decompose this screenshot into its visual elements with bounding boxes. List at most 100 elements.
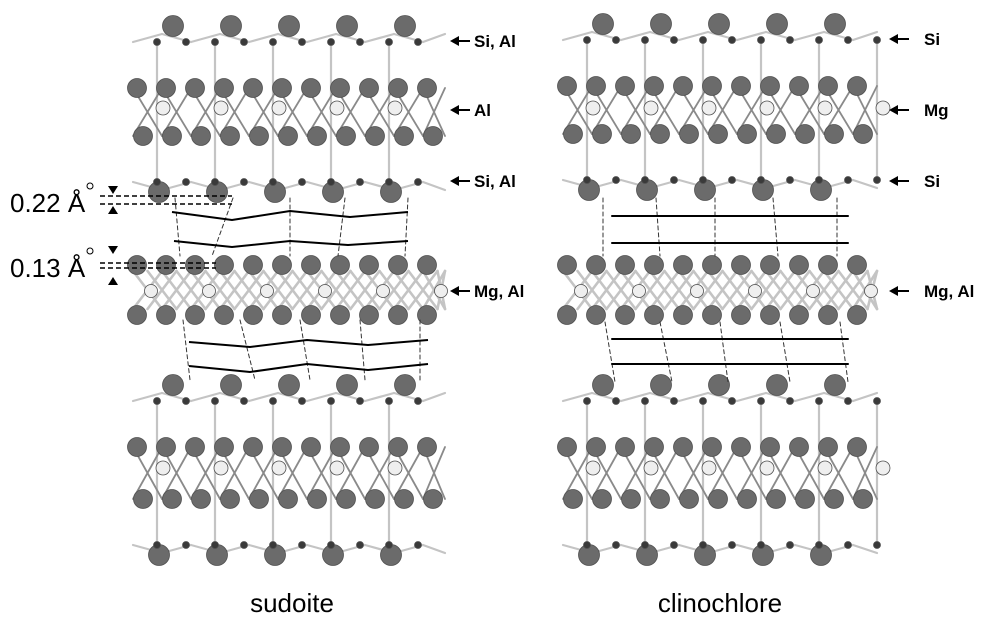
tetrahedral-cation — [240, 38, 248, 46]
tetra-bond — [363, 32, 396, 44]
tetrahedral-cation — [728, 397, 736, 405]
hydroxyl-oxygen-atom — [243, 305, 263, 325]
oxygen-atom — [301, 78, 321, 98]
reference-line-bent — [188, 362, 429, 374]
tetrahedral-cation — [815, 36, 823, 44]
brucite-bond — [590, 269, 623, 311]
brucite-sheet — [557, 255, 879, 325]
oxygen-atom — [249, 489, 269, 509]
oxygen-atom — [185, 437, 205, 457]
oxygen-atom — [760, 437, 780, 457]
layer-pointer: Si, Al — [450, 32, 516, 51]
hydroxyl-oxygen-atom — [557, 255, 577, 275]
apical-oxygen-atom — [394, 15, 416, 37]
hydrogen-bond-line — [404, 197, 409, 257]
octa-bond — [190, 446, 221, 500]
oxygen-atom — [708, 489, 728, 509]
hydroxyl-oxygen-atom — [156, 255, 176, 275]
oxygen-atom — [557, 76, 577, 96]
arrow-up-icon — [108, 277, 118, 285]
apical-oxygen-atom — [766, 13, 788, 35]
arrow-left-icon — [889, 34, 898, 44]
brucite-bond — [421, 269, 447, 311]
tetrahedral-cation — [356, 178, 364, 186]
hydrogen-bond-line — [772, 197, 779, 257]
oxygen-atom — [673, 437, 693, 457]
octahedral-cation — [759, 460, 775, 476]
tetra-bond — [561, 30, 594, 42]
tetrahedral-cation — [269, 38, 277, 46]
hydrogen-bond-line — [359, 319, 366, 381]
octahedral-cation — [213, 100, 229, 116]
oxygen-atom — [388, 78, 408, 98]
apical-oxygen-atom — [708, 374, 730, 396]
apical-oxygen-atom — [278, 374, 300, 396]
tetra-bond — [851, 178, 879, 190]
arrow-down-icon — [108, 186, 118, 194]
tetrahedral-cation — [269, 397, 277, 405]
hydrogen-bond-line — [174, 197, 181, 257]
brucite-bond — [392, 269, 425, 311]
oxygen-atom — [162, 489, 182, 509]
apical-oxygen-atom — [162, 374, 184, 396]
tetrahedral-cation — [699, 36, 707, 44]
octa-bond — [248, 446, 279, 500]
brucite-bond — [576, 269, 608, 311]
oxygen-atom — [818, 76, 838, 96]
tetrahedral-cation — [612, 541, 620, 549]
tetrahedral-cation — [240, 178, 248, 186]
distance-label-0.13: 0.13 Å — [10, 253, 86, 283]
oxygen-atom — [650, 124, 670, 144]
hydroxyl-oxygen-atom — [760, 305, 780, 325]
brucite-bond — [692, 269, 724, 311]
tetrahedral-cation — [385, 178, 393, 186]
hydroxyl-oxygen-atom — [673, 305, 693, 325]
tetrahedral-cation — [815, 176, 823, 184]
tetrahedral-cation — [269, 541, 277, 549]
oxygen-atom — [644, 437, 664, 457]
brucite-bond — [349, 269, 381, 311]
hydroxyl-oxygen-atom — [818, 305, 838, 325]
oxygen-atom — [365, 489, 385, 509]
hydrogen-bond-line — [182, 319, 191, 381]
distance-marker-bottom: 0.13 Å — [10, 246, 216, 285]
oxygen-atom — [394, 489, 414, 509]
layer-label: Mg, Al — [474, 282, 524, 301]
hydroxyl-oxygen-atom — [301, 255, 321, 275]
oxygen-atom — [847, 76, 867, 96]
oxygen-atom — [679, 124, 699, 144]
reference-line-bent — [188, 338, 429, 349]
tetrahedral-cation — [786, 36, 794, 44]
tetrahedral-cation — [240, 541, 248, 549]
brucite-cation — [806, 284, 820, 298]
tetra-bond — [735, 391, 768, 403]
apical-oxygen-atom — [336, 374, 358, 396]
tetrahedral-cation — [153, 397, 161, 405]
apical-oxygen-atom — [592, 374, 614, 396]
tetrahedral-cation — [699, 176, 707, 184]
oxygen-atom — [359, 78, 379, 98]
hydroxyl-oxygen-atom — [818, 255, 838, 275]
tetra-bond — [619, 391, 652, 403]
octa-bond — [277, 446, 308, 500]
octahedral-cation — [329, 100, 345, 116]
hydroxyl-oxygen-atom — [185, 255, 205, 275]
brucite-bond — [407, 269, 439, 311]
tetrahedral-cation — [844, 541, 852, 549]
layer-label: Mg — [924, 101, 949, 120]
brucite-bond — [233, 269, 265, 311]
tetra-bond — [305, 32, 338, 44]
brucite-cation — [748, 284, 762, 298]
tetrahedral-cation — [612, 36, 620, 44]
arrow-left-icon — [450, 36, 459, 46]
oxygen-atom — [789, 437, 809, 457]
octahedral-cation — [329, 460, 345, 476]
tetrahedral-cation — [211, 397, 219, 405]
octa-bond — [132, 446, 163, 500]
tetrahedral-cation — [182, 541, 190, 549]
octahedral-cation — [701, 460, 717, 476]
tetrahedral-cation — [414, 541, 422, 549]
brucite-cation — [632, 284, 646, 298]
oxygen-atom — [133, 489, 153, 509]
oxygen-atom — [243, 437, 263, 457]
